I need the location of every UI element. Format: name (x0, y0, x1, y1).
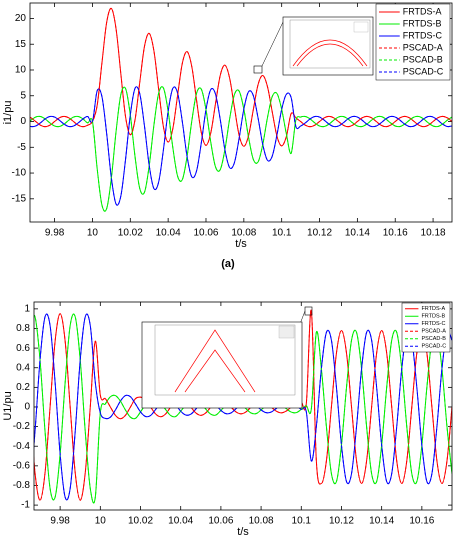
legend-label: PSCAD-A (403, 42, 443, 52)
y-tick-label: -0.4 (13, 441, 31, 452)
y-tick-label: 10 (15, 65, 27, 76)
legend-box (375, 3, 451, 81)
y-tick-label: -5 (17, 142, 26, 153)
y-tick-label: 20 (15, 13, 27, 24)
legend-label: PSCAD-A (421, 329, 446, 335)
legend-label: FRTDS-C (403, 30, 443, 40)
x-tick-label: 10.1 (292, 516, 312, 527)
zoom-insets (141, 16, 374, 409)
x-axis-label: t/s (235, 238, 247, 250)
x-tick-label: 9.98 (50, 516, 70, 527)
inset-legend (353, 21, 369, 33)
x-tick-label: 10.04 (156, 228, 181, 239)
y-tick-label: -0.2 (13, 421, 31, 432)
x-tick-label: 10.06 (193, 228, 218, 239)
inset-curve (174, 329, 256, 393)
y-tick-label: -15 (12, 193, 27, 204)
inset-curve (296, 43, 364, 67)
x-tick-label: 10 (95, 516, 107, 527)
y-tick-label: 15 (15, 39, 27, 50)
legend-label: FRTDS-B (421, 314, 445, 320)
series-line (34, 309, 452, 501)
x-tick-label: 10.08 (231, 228, 256, 239)
x-tick-label: 10.04 (168, 516, 193, 527)
y-tick-label: 0.6 (16, 343, 30, 354)
y-axis-label: U1/pu (2, 391, 14, 420)
y-tick-label: -0.8 (13, 480, 31, 491)
series-line (30, 86, 452, 206)
x-tick-label: 10.16 (383, 228, 408, 239)
legend-label: FRTDS-B (403, 18, 442, 28)
x-tick-label: 10.14 (345, 228, 370, 239)
caption: (a) (221, 258, 235, 270)
inset-box (141, 321, 303, 409)
legend-label: PSCAD-B (421, 336, 446, 342)
inset-curve (292, 39, 368, 67)
x-tick-label: 10 (87, 228, 99, 239)
x-tick-label: 10.08 (249, 516, 274, 527)
zoom-connector (261, 19, 285, 67)
series-line (30, 7, 452, 147)
legend-label: PSCAD-C (421, 344, 446, 350)
x-tick-label: 10.16 (409, 516, 434, 527)
series-line (30, 86, 452, 206)
y-axis-label: i1/pu (2, 101, 14, 125)
x-tick-label: 10.06 (208, 516, 233, 527)
y-tick-label: -10 (12, 168, 27, 179)
series-line (30, 86, 452, 212)
legend-label: FRTDS-C (421, 321, 445, 327)
legend-label: FRTDS-A (403, 6, 442, 16)
x-tick-label: 10.12 (329, 516, 354, 527)
inset-axes (289, 19, 371, 69)
y-tick-label: 0.2 (16, 382, 30, 393)
y-tick-label: 0.4 (16, 362, 30, 373)
y-tick-label: -1 (21, 500, 30, 511)
x-tick-label: 10.12 (307, 228, 332, 239)
y-tick-label: 5 (20, 90, 26, 101)
y-tick-label: 0.8 (16, 323, 30, 334)
legend: FRTDS-A FRTDS-B FRTDS-C PSCAD-A PSCAD-B PSCAD… (375, 3, 451, 81)
inset-axes (154, 324, 296, 396)
series-line (30, 86, 452, 212)
x-tick-label: 10.02 (128, 516, 153, 527)
y-tick-label: 0 (24, 402, 30, 413)
x-tick-label: 10.14 (369, 516, 394, 527)
x-tick-label: 9.98 (45, 228, 65, 239)
x-tick-label: 10.02 (118, 228, 143, 239)
x-tick-label: 10.1 (272, 228, 292, 239)
legend-box (401, 302, 451, 353)
y-tick-label: 0 (20, 116, 26, 127)
legend-label: FRTDS-A (421, 306, 445, 312)
x-axis-label: t/s (237, 526, 249, 538)
x-tick-label: 10.18 (421, 228, 446, 239)
y-tick-label: -0.6 (13, 460, 31, 471)
inset-legend (278, 325, 295, 339)
zoom-marker (253, 65, 263, 74)
inset-curve (184, 349, 246, 393)
legend-label: PSCAD-C (403, 66, 444, 76)
axes-frame (29, 2, 453, 223)
y-tick-label: 1 (24, 304, 30, 315)
axes-frame (33, 301, 453, 511)
plot-lines (30, 7, 452, 212)
legend-label: PSCAD-B (403, 54, 443, 64)
